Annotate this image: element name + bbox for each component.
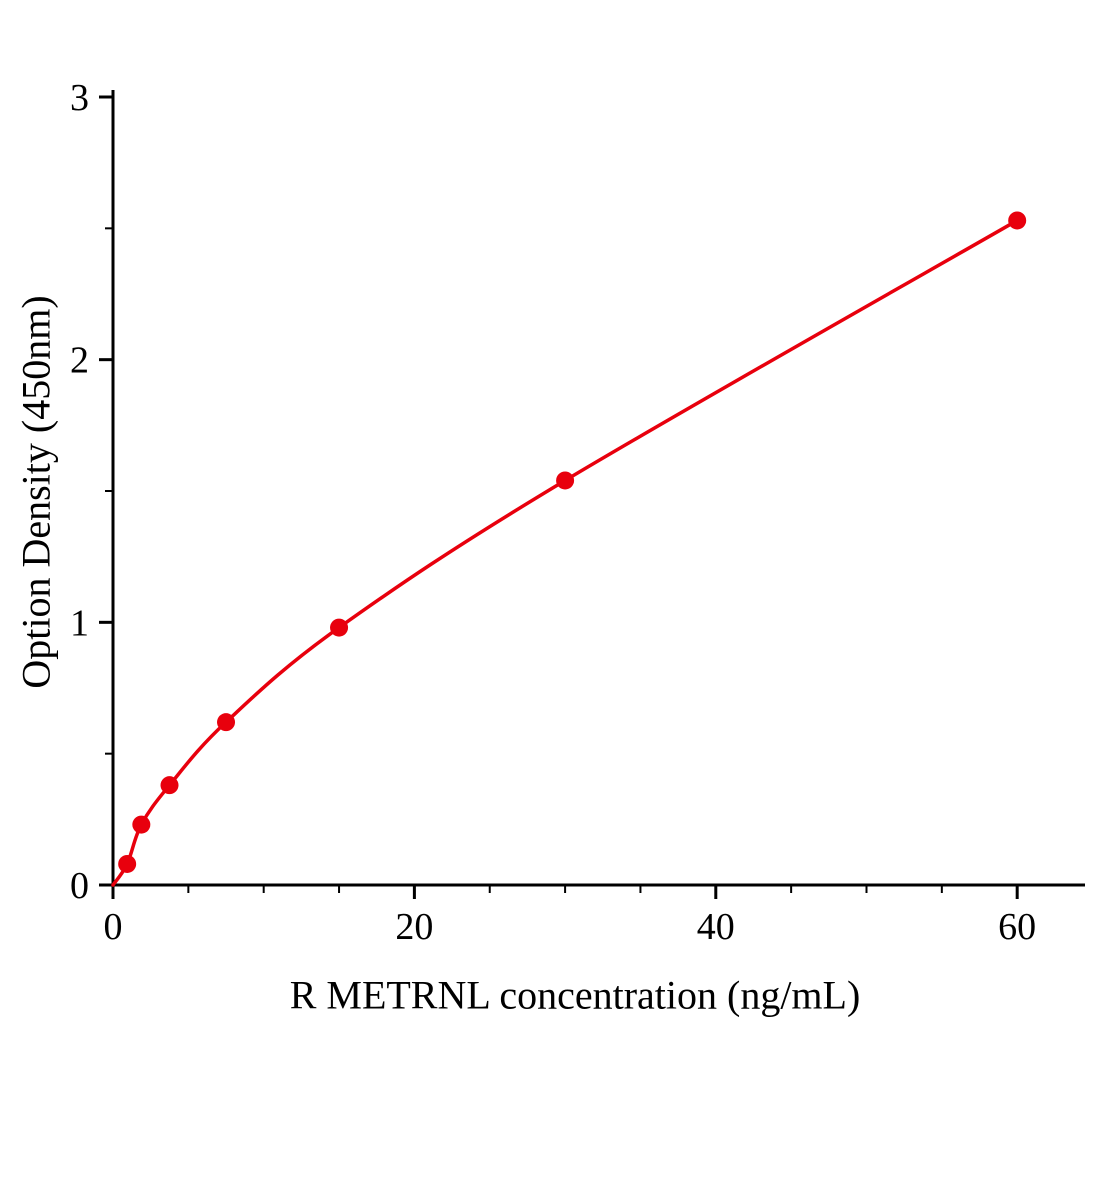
data-point xyxy=(330,618,349,637)
y-tick-label: 2 xyxy=(70,340,89,382)
data-point xyxy=(160,776,179,795)
data-point xyxy=(118,854,137,873)
y-tick-label: 0 xyxy=(70,865,89,907)
data-point xyxy=(217,713,236,732)
data-point xyxy=(1008,211,1027,230)
x-tick-label: 20 xyxy=(395,906,433,948)
data-point xyxy=(556,471,575,490)
x-tick-label: 0 xyxy=(104,906,123,948)
standard-curve-line xyxy=(111,218,1019,887)
x-axis-label: R METRNL concentration (ng/mL) xyxy=(289,972,861,1018)
y-tick-label: 1 xyxy=(70,602,89,644)
x-tick-label: 40 xyxy=(697,906,735,948)
y-axis-label: Option Density (450nm) xyxy=(13,295,59,689)
x-tick-label: 60 xyxy=(998,906,1036,948)
data-point xyxy=(132,815,151,834)
y-tick-label: 3 xyxy=(70,77,89,119)
axes xyxy=(111,90,1085,887)
